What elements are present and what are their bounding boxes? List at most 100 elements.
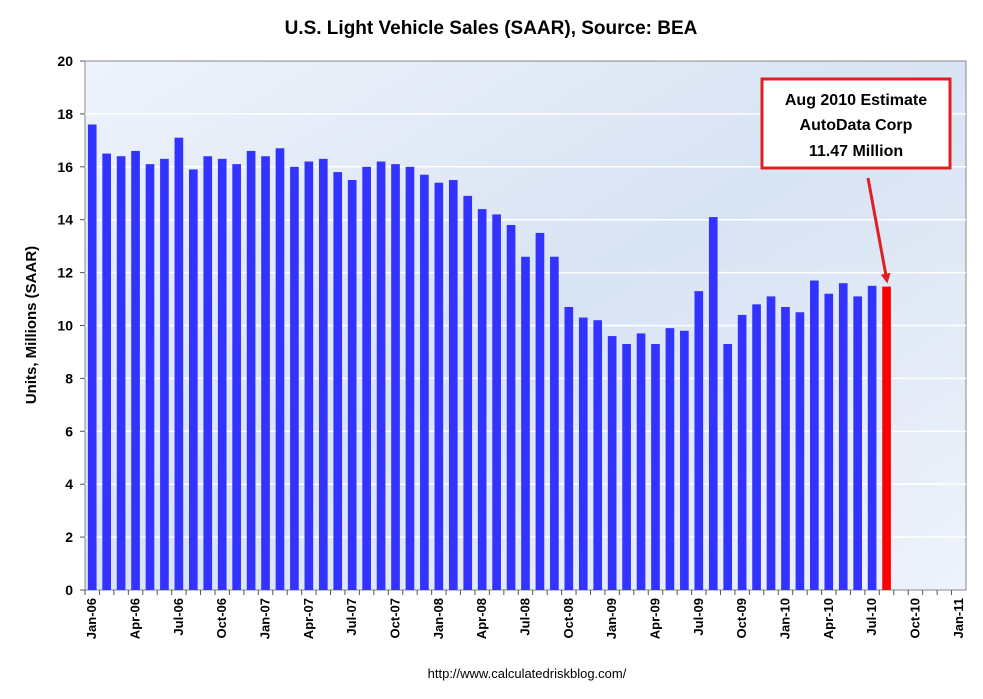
bars xyxy=(87,124,891,591)
bar xyxy=(636,333,646,590)
bar xyxy=(737,314,747,590)
x-tick-label: Apr-09 xyxy=(647,598,662,639)
x-tick-label: Apr-07 xyxy=(301,598,316,639)
bar xyxy=(810,280,819,590)
bar xyxy=(434,182,444,591)
bar xyxy=(102,153,111,590)
bar xyxy=(752,304,761,590)
bar xyxy=(275,148,285,590)
bar xyxy=(405,166,415,591)
y-axis-ticks: 0 2 4 6 8 10 12 14 16 18 20 xyxy=(57,53,85,598)
bar xyxy=(723,344,733,590)
bar xyxy=(593,320,603,590)
bar xyxy=(203,156,213,590)
x-tick-label: Jan-11 xyxy=(951,598,966,638)
y-tick-label: 0 xyxy=(65,582,73,598)
chart-title: U.S. Light Vehicle Sales (SAAR), Source:… xyxy=(285,18,698,39)
bar xyxy=(333,172,343,590)
bar xyxy=(766,296,776,590)
bar xyxy=(188,169,198,590)
y-tick-label: 2 xyxy=(65,529,73,545)
bar xyxy=(694,291,704,590)
x-tick-label: Jan-10 xyxy=(777,598,792,639)
x-tick-label: Jan-06 xyxy=(84,598,99,639)
source-text: http://www.calculatedriskblog.com/ xyxy=(428,666,627,681)
annotation-line-2: AutoData Corp xyxy=(800,117,913,134)
bar xyxy=(492,214,501,590)
y-tick-label: 6 xyxy=(65,423,73,439)
x-tick-label: Oct-06 xyxy=(214,598,229,638)
bar xyxy=(131,150,140,590)
annotation: Aug 2010 Estimate AutoData Corp 11.47 Mi… xyxy=(760,77,952,284)
bar xyxy=(607,336,617,590)
x-tick-label: Jul-10 xyxy=(864,598,879,636)
y-tick-label: 20 xyxy=(57,53,73,69)
bar xyxy=(578,317,588,590)
bar xyxy=(651,344,660,590)
y-tick-label: 16 xyxy=(57,159,73,175)
x-axis-ticks: Jan-06 Apr-06 Jul-06 Oct-06 Jan-07 Apr-07 Jul-… xyxy=(84,590,966,639)
bar xyxy=(246,150,256,590)
bar xyxy=(550,256,559,590)
x-tick-label: Apr-06 xyxy=(128,598,143,639)
x-tick-label: Jan-09 xyxy=(604,598,619,639)
x-tick-label: Jan-08 xyxy=(431,598,446,639)
y-tick-label: 18 xyxy=(57,106,73,122)
x-tick-label: Oct-09 xyxy=(734,598,749,638)
bar xyxy=(824,293,834,590)
bar xyxy=(420,174,429,591)
x-tick-label: Oct-08 xyxy=(561,598,576,638)
y-axis-label: Units, Millions (SAAR) xyxy=(23,246,40,404)
x-tick-label: Oct-07 xyxy=(388,598,403,638)
bar xyxy=(87,124,97,590)
annotation-arrow xyxy=(866,177,891,284)
bar xyxy=(622,344,631,590)
y-tick-label: 8 xyxy=(65,370,73,386)
bar xyxy=(362,166,371,591)
bar xyxy=(535,232,545,591)
bar xyxy=(174,137,184,590)
x-tick-label: Apr-08 xyxy=(474,598,489,639)
y-tick-label: 4 xyxy=(65,476,73,492)
x-tick-label: Apr-10 xyxy=(821,598,836,639)
bar xyxy=(217,158,227,591)
bar xyxy=(145,164,155,590)
bar xyxy=(506,224,516,591)
bar xyxy=(867,285,877,590)
bar xyxy=(463,195,473,590)
bar xyxy=(781,306,790,590)
bar xyxy=(318,158,328,591)
bar xyxy=(304,161,314,590)
bar xyxy=(680,330,689,590)
bar xyxy=(261,156,270,590)
bar xyxy=(116,156,126,590)
x-tick-label: Jul-09 xyxy=(691,598,706,636)
bar xyxy=(564,306,574,590)
bar xyxy=(391,164,400,590)
x-tick-label: Jul-06 xyxy=(171,598,186,636)
y-tick-label: 14 xyxy=(57,212,73,228)
annotation-box xyxy=(760,77,952,170)
bar xyxy=(477,209,487,590)
bar xyxy=(290,166,299,591)
x-tick-label: Jul-08 xyxy=(518,598,533,636)
x-tick-label: Oct-10 xyxy=(907,598,922,638)
bar xyxy=(838,283,848,590)
y-tick-label: 12 xyxy=(57,265,73,281)
x-tick-label: Jul-07 xyxy=(344,598,359,636)
bar xyxy=(347,180,357,590)
bar xyxy=(160,158,169,591)
annotation-line-1: Aug 2010 Estimate xyxy=(785,92,927,109)
bar xyxy=(665,328,675,590)
bar xyxy=(853,296,863,590)
bar xyxy=(521,256,530,590)
bar xyxy=(708,217,718,590)
y-tick-label: 10 xyxy=(57,318,73,334)
bar-highlight xyxy=(882,286,891,590)
bar xyxy=(376,161,386,590)
x-tick-label: Jan-07 xyxy=(258,598,273,639)
bar xyxy=(232,164,241,590)
annotation-line-3: 11.47 Million xyxy=(809,143,903,160)
bar xyxy=(795,312,805,590)
